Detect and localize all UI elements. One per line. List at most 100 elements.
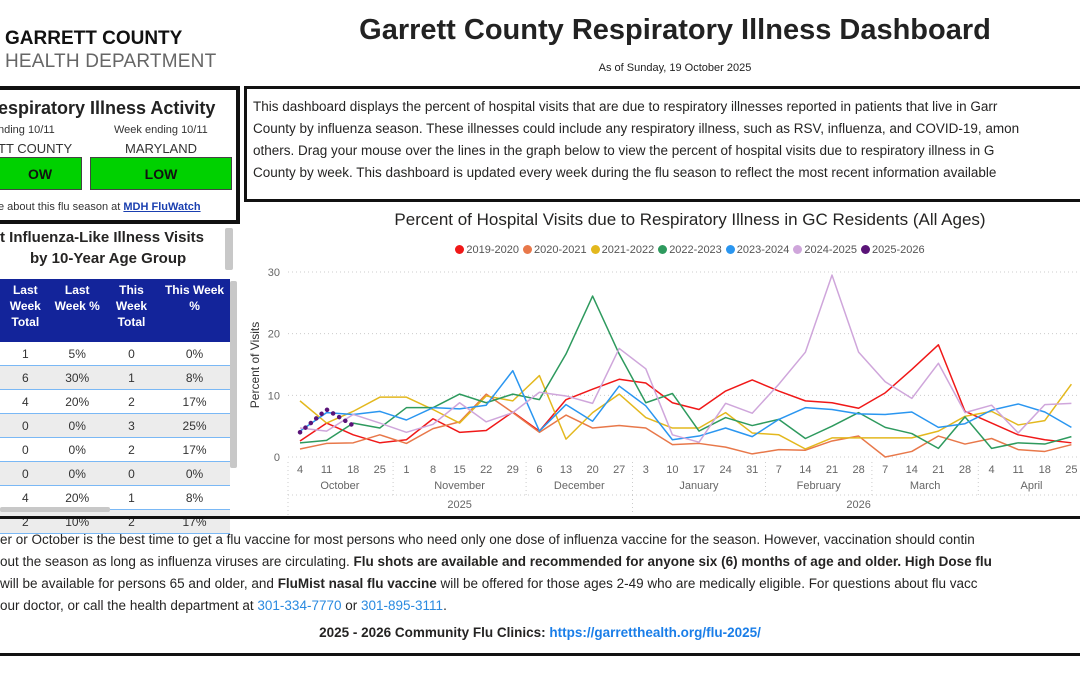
column-header[interactable]: Last Week Total <box>0 279 51 342</box>
table-cell: 17% <box>159 437 230 462</box>
info-text: will be offered for those ages 2-49 who … <box>436 576 978 591</box>
chart-legend: 2019-2020 2020-2021 2021-2022 2022-2023 2023… <box>300 244 1080 256</box>
phone-link-1[interactable]: 301-334-7770 <box>257 598 342 613</box>
x-tick-label: 1 <box>403 464 409 476</box>
x-tick-label: 11 <box>321 464 332 476</box>
month-label: February <box>797 480 842 492</box>
logo-line2: HEALTH DEPARTMENT <box>5 51 217 72</box>
activity-title: espiratory Illness Activity <box>0 98 216 118</box>
column-header[interactable]: This Week % <box>159 279 230 342</box>
series-line-2020-2021 <box>299 393 1072 458</box>
legend-item[interactable]: 2022-2023 <box>658 244 722 256</box>
legend-label: 2025-2026 <box>872 244 925 256</box>
table-cell: 25% <box>159 413 230 438</box>
clinics-link[interactable]: https://garretthealth.org/flu-2025/ <box>549 625 761 640</box>
column-header[interactable]: Last Week % <box>50 279 104 342</box>
table-cell: 5% <box>50 342 104 366</box>
y-tick-label: 20 <box>268 329 280 341</box>
x-tick-label: 4 <box>297 464 303 476</box>
x-tick-label: 18 <box>347 464 359 476</box>
x-tick-label: 28 <box>959 464 971 476</box>
legend-item[interactable]: 2024-2025 <box>793 244 857 256</box>
table-row: 4 20% 2 17% <box>0 389 230 414</box>
table-cell: 0% <box>159 461 230 486</box>
table-cell: 0 <box>103 461 160 486</box>
table-cell: 0 <box>0 437 51 462</box>
x-tick-label: 17 <box>693 464 705 476</box>
info-line-4: our doctor, or call the health departmen… <box>0 595 992 617</box>
county-level-badge: OW <box>0 157 82 190</box>
table-cell: 0% <box>159 342 230 366</box>
y-tick-label: 30 <box>268 267 280 279</box>
legend-item[interactable]: 2020-2021 <box>522 244 587 256</box>
title-scrollbar[interactable] <box>225 228 233 270</box>
info-text: out the season as long as influenza viru… <box>0 554 354 569</box>
legend-item[interactable]: 2025-2026 <box>861 244 925 256</box>
table-cell: 6 <box>0 365 51 390</box>
table-cell: 8% <box>159 365 230 390</box>
page-title: Garrett County Respiratory Illness Dashb… <box>359 14 991 46</box>
table-cell: 1 <box>103 365 160 390</box>
series-line-2019-2020 <box>299 344 1072 444</box>
table-vertical-scrollbar[interactable] <box>230 281 237 468</box>
y-tick-label: 10 <box>268 390 280 402</box>
county-label: TT COUNTY <box>0 141 73 156</box>
legend-item[interactable]: 2021-2022 <box>590 244 654 256</box>
ili-table-title: t Influenza-Like Illness Visits <box>0 229 204 246</box>
table-row: 0 0% 0 0% <box>0 461 230 486</box>
series-line-2025-2026 <box>297 406 356 435</box>
month-label: January <box>679 480 719 492</box>
desc-line: County by week. This dashboard is update… <box>253 165 997 180</box>
desc-line: County by influenza season. These illnes… <box>253 121 1020 136</box>
description-box: This dashboard displays the percent of h… <box>244 86 1080 202</box>
info-line-1: er or October is the best time to get a … <box>0 529 992 551</box>
legend-item[interactable]: 2019-2020 <box>455 244 519 256</box>
table-cell: 2 <box>103 389 160 414</box>
state-label: MARYLAND <box>125 141 198 156</box>
desc-line: This dashboard displays the percent of h… <box>253 99 998 114</box>
legend-item[interactable]: 2023-2024 <box>725 244 789 256</box>
table-cell: 20% <box>50 389 104 414</box>
legend-label: 2020-2021 <box>533 244 587 256</box>
table-row: 0 0% 2 17% <box>0 437 230 462</box>
table-cell: 0 <box>0 413 51 438</box>
info-text: . <box>443 598 447 613</box>
info-text: or <box>341 598 361 613</box>
county-week: nding 10/11 <box>0 124 55 136</box>
x-tick-label: 6 <box>536 464 542 476</box>
x-tick-label: 20 <box>586 464 598 476</box>
column-header[interactable]: This Week Total <box>103 279 160 342</box>
x-tick-label: 3 <box>643 464 649 476</box>
legend-label: 2022-2023 <box>669 244 722 256</box>
table-cell: 3 <box>103 413 160 438</box>
x-tick-label: 14 <box>799 464 811 476</box>
x-tick-label: 8 <box>430 464 436 476</box>
table-cell: 0 <box>103 342 160 366</box>
phone-link-2[interactable]: 301-895-3111 <box>361 598 444 613</box>
fluwatch-link[interactable]: MDH FluWatch <box>123 201 201 213</box>
x-tick-label: 15 <box>453 464 465 476</box>
legend-label: 2024-2025 <box>804 244 858 256</box>
series-line-2022-2023 <box>299 295 1072 450</box>
clinics-line: 2025 - 2026 Community Flu Clinics: https… <box>0 625 1080 640</box>
fluwatch-text: e about this flu season at <box>0 201 124 213</box>
table-row: 0 0% 3 25% <box>0 413 230 438</box>
table-cell: 0% <box>50 413 104 438</box>
table-cell: 0% <box>50 437 104 462</box>
info-bold: FluMist nasal flu vaccine <box>277 576 437 591</box>
series-line-2024-2025 <box>299 274 1072 443</box>
month-label: October <box>320 480 359 492</box>
as-of-date: As of Sunday, 19 October 2025 <box>598 62 752 74</box>
year-label: 2025 <box>447 499 471 511</box>
logo-line1: GARRETT COUNTY <box>5 28 183 49</box>
table-cell: 2 <box>0 509 51 534</box>
desc-line: others. Drag your mouse over the lines i… <box>253 143 995 158</box>
info-text: will be available for persons 65 and old… <box>0 576 278 591</box>
clinics-label: 2025 - 2026 Community Flu Clinics: <box>319 625 550 640</box>
legend-dot-icon <box>861 245 871 254</box>
x-tick-label: 7 <box>776 464 782 476</box>
table-row: 6 30% 1 8% <box>0 365 230 390</box>
table-horizontal-scrollbar[interactable] <box>0 507 110 512</box>
ili-table-subtitle: by 10-Year Age Group <box>30 250 187 267</box>
